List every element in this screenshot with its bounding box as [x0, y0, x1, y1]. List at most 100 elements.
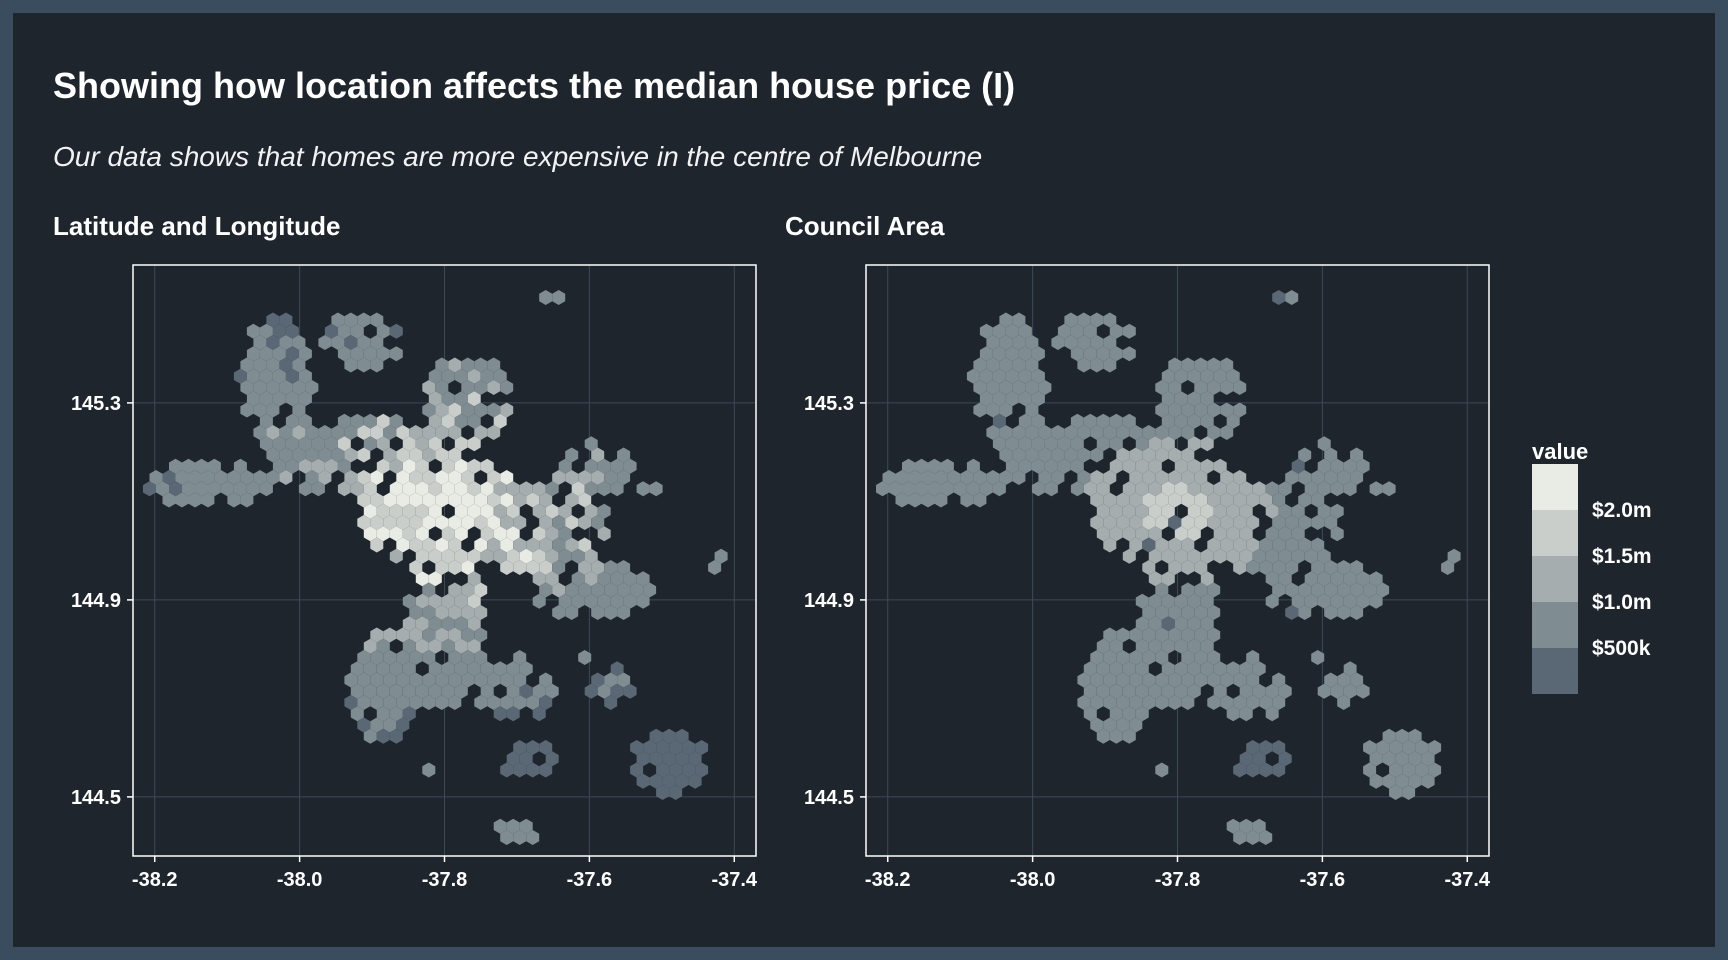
- hex-cell: [513, 762, 527, 778]
- hex-cell: [285, 413, 299, 429]
- hex-cell: [1337, 470, 1351, 485]
- hex-cell: [1207, 605, 1221, 620]
- hex-cell: [1285, 290, 1299, 305]
- hex-cell: [1343, 593, 1357, 609]
- hex-cell: [1239, 683, 1253, 699]
- hex-cell: [1109, 323, 1123, 339]
- hex-cell: [461, 560, 475, 575]
- hex-cell: [305, 470, 319, 485]
- hex-cell: [1122, 661, 1136, 677]
- hex-cell: [1220, 492, 1234, 508]
- hex-cell: [1200, 593, 1214, 609]
- hex-cell: [324, 436, 338, 452]
- hex-cell: [1291, 458, 1305, 474]
- hex-cell: [311, 481, 325, 497]
- hex-cell: [1174, 481, 1188, 497]
- hex-cell: [1025, 380, 1039, 395]
- hex-cell: [188, 470, 202, 485]
- hex-cell: [233, 458, 247, 474]
- hex-cell: [467, 503, 481, 519]
- hex-cell: [695, 740, 709, 755]
- hex-cell: [1239, 481, 1253, 497]
- hex-cell: [1109, 661, 1123, 677]
- hex-cell: [1103, 470, 1117, 485]
- hex-cell: [467, 661, 481, 677]
- hex-cell: [630, 762, 644, 778]
- hex-cell: [454, 661, 468, 677]
- hex-cell: [1109, 436, 1123, 452]
- hex-cell: [695, 762, 709, 778]
- hex-cell: [389, 503, 403, 519]
- hex-cell: [285, 368, 299, 384]
- hex-cell: [370, 650, 384, 665]
- hex-cell: [1402, 740, 1416, 755]
- x-tick-label: -37.6: [567, 869, 613, 891]
- hex-cell: [1246, 537, 1260, 553]
- hex-cell: [1174, 661, 1188, 677]
- hex-cell: [1142, 627, 1156, 643]
- hex-cell: [1402, 762, 1416, 778]
- hex-cell: [1181, 695, 1195, 710]
- hex-cell: [1116, 672, 1130, 688]
- hex-cell: [1200, 616, 1214, 632]
- hex-cell: [526, 695, 540, 710]
- hex-cell: [1090, 425, 1104, 440]
- hex-cell: [539, 537, 553, 553]
- hex-cell: [292, 380, 306, 395]
- hex-cell: [1103, 672, 1117, 688]
- hex-cell: [1408, 751, 1422, 767]
- hex-cell: [973, 492, 987, 508]
- hex-cell: [1226, 413, 1240, 429]
- hex-cell: [1181, 672, 1195, 688]
- hex-cell: [1226, 368, 1240, 384]
- hex-cell: [253, 470, 267, 485]
- hex-cell: [506, 661, 520, 677]
- hex-cell: [415, 503, 429, 519]
- hex-cell: [552, 537, 566, 553]
- hex-cell: [1213, 661, 1227, 677]
- hex-cell: [1122, 346, 1136, 362]
- hex-cell: [1220, 380, 1234, 395]
- hex-cell: [1252, 481, 1266, 497]
- hex-cell: [1135, 706, 1149, 722]
- hex-cell: [1148, 436, 1162, 452]
- hex-cell: [1031, 436, 1045, 452]
- hex-cell: [435, 492, 449, 508]
- hex-cell: [500, 380, 514, 395]
- hex-cell: [1181, 560, 1195, 575]
- hex-cell: [1252, 661, 1266, 677]
- hex-cell: [500, 830, 514, 845]
- legend-title: value: [1532, 439, 1589, 464]
- hex-cell: [1044, 481, 1058, 497]
- hex-cell: [597, 593, 611, 609]
- hex-cell: [656, 785, 670, 800]
- hex-cell: [441, 391, 455, 407]
- hex-cell: [461, 357, 475, 373]
- hex-cell: [1155, 672, 1169, 688]
- hex-cell: [467, 593, 481, 609]
- hex-cell: [669, 740, 683, 755]
- hex-cell: [578, 470, 592, 485]
- hex-cell: [259, 436, 273, 452]
- hex-cell: [1103, 357, 1117, 373]
- hex-cell: [519, 683, 533, 699]
- hex-cell: [604, 560, 618, 575]
- hex-cell: [474, 402, 488, 418]
- hex-cell: [1181, 627, 1195, 643]
- hex-cell: [1272, 762, 1286, 778]
- hex-cell: [539, 515, 553, 530]
- hex-cell: [1239, 503, 1253, 519]
- hex-cell: [636, 751, 650, 767]
- hex-cell: [376, 706, 390, 722]
- hex-cell: [953, 481, 967, 497]
- hex-cell: [636, 571, 650, 587]
- hex-cell: [1168, 515, 1182, 530]
- hex-cell: [240, 357, 254, 373]
- hex-cell: [1356, 683, 1370, 699]
- hex-cell: [292, 402, 306, 418]
- x-tick-label: -38.0: [277, 869, 323, 891]
- hex-cell: [992, 346, 1006, 362]
- hex-cell: [409, 470, 423, 485]
- hex-cell: [617, 560, 631, 575]
- hex-cell: [1181, 492, 1195, 508]
